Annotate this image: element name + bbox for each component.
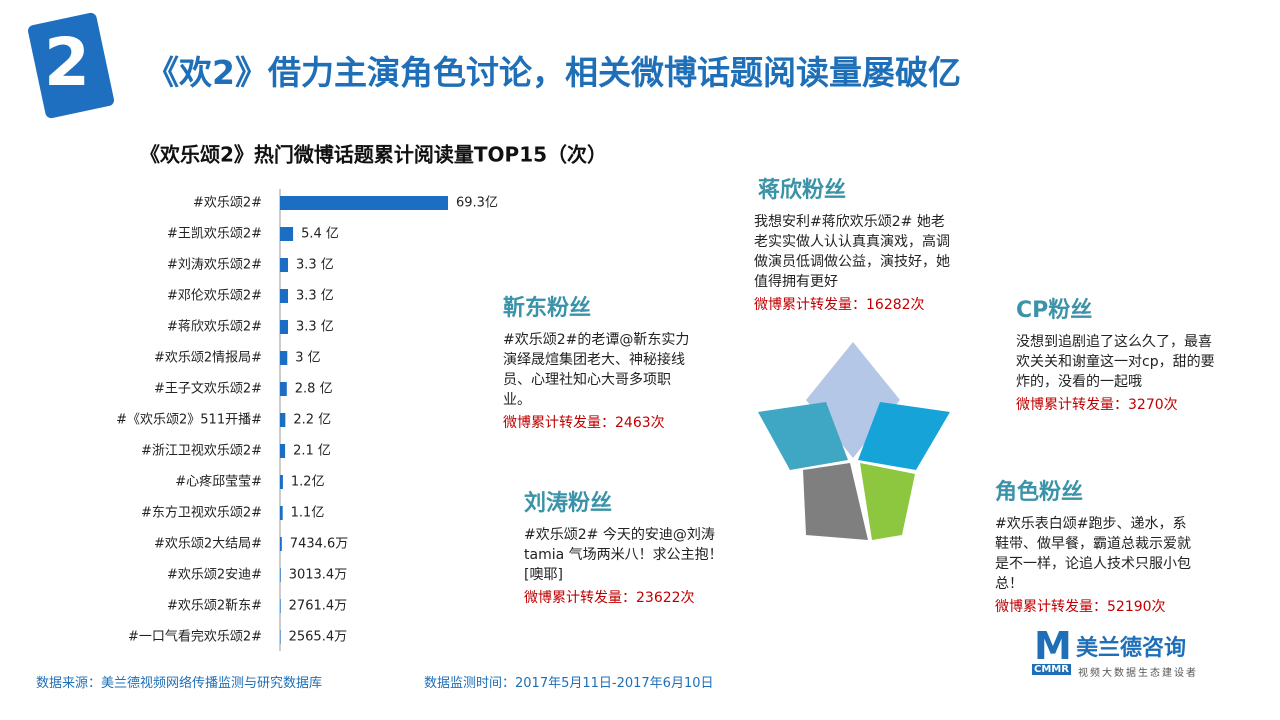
- fan-stat: 微博累计转发量：52190次: [995, 599, 1166, 615]
- category-label: #蒋欣欢乐颂2#: [167, 320, 262, 335]
- category-label: #心疼邱莹莹#: [175, 475, 262, 490]
- footer-source: 数据来源：美兰德视频网络传播监测与研究数据库: [36, 676, 323, 691]
- fan-panel: 蒋欣粉丝我想安利#蒋欣欢乐颂2# 她老老实实做人认认真真演戏，高调做演员低调做公…: [754, 172, 954, 314]
- fan-panel: 靳东粉丝 #欢乐颂2#的老谭@靳东实力演绎晟煊集团老大、神秘接线员、心理社知心大哥…: [503, 290, 698, 432]
- bar: [280, 599, 281, 613]
- fan-panel: 刘涛粉丝 #欢乐颂2# 今天的安迪@刘涛tamia 气场两米八！求公主抱！[噢耶]…: [524, 485, 724, 607]
- bar: [280, 382, 287, 396]
- fan-quote: 我想安利#蒋欣欢乐颂2# 她老老实实做人认认真真演戏，高调做演员低调做公益，演技…: [754, 214, 950, 290]
- fan-stat: 微博累计转发量：2463次: [503, 415, 665, 431]
- category-label: #欢乐颂2情报局#: [154, 351, 262, 366]
- bar: [280, 568, 281, 582]
- diamond: [803, 463, 868, 540]
- category-label: #欢乐颂2安迪#: [167, 568, 262, 583]
- diamond: [858, 402, 950, 470]
- fan-panel: CP粉丝没想到追剧追了这么久了，最喜欢关关和谢童这一对cp，甜的要炸的，没看的一…: [1016, 292, 1216, 414]
- category-label: #《欢乐颂2》511开播#: [116, 413, 262, 428]
- value-label: 1.2亿: [291, 475, 325, 490]
- bar: [280, 537, 282, 551]
- fan-stat: 微博累计转发量：16282次: [754, 297, 925, 313]
- fan-title: 刘涛粉丝: [524, 491, 613, 516]
- bar: [280, 289, 288, 303]
- category-label: #邓伦欢乐颂2#: [167, 289, 262, 304]
- bar: [280, 227, 294, 241]
- fan-stat: 微博累计转发量：3270次: [1016, 397, 1178, 413]
- category-label: #浙江卫视欢乐颂2#: [141, 444, 262, 459]
- bar: [280, 475, 283, 489]
- bar: [280, 196, 448, 210]
- fan-title: CP粉丝: [1016, 298, 1093, 323]
- badge: 2: [44, 24, 90, 101]
- bar: [280, 506, 283, 520]
- bar: [280, 351, 288, 365]
- bar: [280, 630, 281, 644]
- category-label: #刘涛欢乐颂2#: [167, 257, 262, 273]
- value-label: 7434.6万: [290, 537, 349, 552]
- category-label: #东方卫视欢乐颂2#: [141, 505, 262, 521]
- value-label: 2565.4万: [289, 630, 348, 645]
- bar: [280, 444, 286, 458]
- value-label: 1.1亿: [291, 506, 325, 521]
- value-label: 3013.4万: [289, 568, 348, 583]
- logo-abbr: CMMR: [1032, 664, 1071, 675]
- bar: [280, 258, 288, 272]
- logo-tagline: 视频大数据生态建设者: [1078, 668, 1198, 679]
- category-label: #王凯欢乐颂2#: [167, 227, 262, 242]
- logo-name: 美兰德咨询: [1076, 636, 1187, 661]
- value-label: 2.8 亿: [295, 382, 333, 397]
- fan-quote: 没想到追剧追了这么久了，最喜欢关关和谢童这一对cp，甜的要炸的，没看的一起哦: [1016, 334, 1215, 390]
- category-label: #欢乐颂2#: [193, 196, 262, 211]
- fan-stat: 微博累计转发量：23622次: [524, 590, 695, 606]
- diagram: [758, 342, 950, 540]
- category-label: #王子文欢乐颂2#: [154, 382, 262, 397]
- fan-title: 角色粉丝: [995, 480, 1084, 505]
- value-label: 5.4 亿: [301, 227, 339, 242]
- category-label: #一口气看完欢乐颂2#: [128, 629, 262, 645]
- value-label: 3 亿: [295, 351, 320, 366]
- logo-mark: M: [1034, 624, 1072, 668]
- value-label: 69.3亿: [456, 196, 498, 211]
- value-label: 2761.4万: [289, 599, 348, 614]
- value-label: 2.2 亿: [293, 413, 331, 428]
- value-label: 3.3 亿: [296, 289, 334, 304]
- footer-period: 数据监测时间：2017年5月11日-2017年6月10日: [424, 676, 714, 691]
- diamond: [860, 463, 915, 540]
- bar: [280, 413, 286, 427]
- fan-quote: #欢乐颂2#的老谭@靳东实力演绎晟煊集团老大、神秘接线员、心理社知心大哥多项职业…: [503, 332, 690, 408]
- value-label: 3.3 亿: [296, 258, 334, 273]
- fan-quote: #欢乐颂2# 今天的安迪@刘涛tamia 气场两米八！求公主抱！[噢耶]: [524, 527, 723, 583]
- fan-title: 蒋欣粉丝: [758, 178, 847, 203]
- fan-quote: #欢乐表白颂#跑步、递水，系鞋带、做早餐，霸道总裁示爱就是不一样，论追人技术只服…: [995, 516, 1191, 592]
- slide-title: 《欢2》借力主演角色讨论，相关微博话题阅读量屡破亿: [146, 53, 961, 92]
- chart-title: 《欢乐颂2》热门微博话题累计阅读量TOP15（次）: [140, 143, 607, 167]
- fan-title: 靳东粉丝: [503, 296, 592, 321]
- fan-panel: 角色粉丝 #欢乐表白颂#跑步、递水，系鞋带、做早餐，霸道总裁示爱就是不一样，论追人…: [995, 474, 1195, 616]
- value-label: 3.3 亿: [296, 320, 334, 335]
- category-label: #欢乐颂2靳东#: [167, 599, 262, 614]
- diamond: [758, 402, 848, 470]
- value-label: 2.1 亿: [293, 444, 331, 459]
- bar: [280, 320, 288, 334]
- category-label: #欢乐颂2大结局#: [154, 537, 262, 552]
